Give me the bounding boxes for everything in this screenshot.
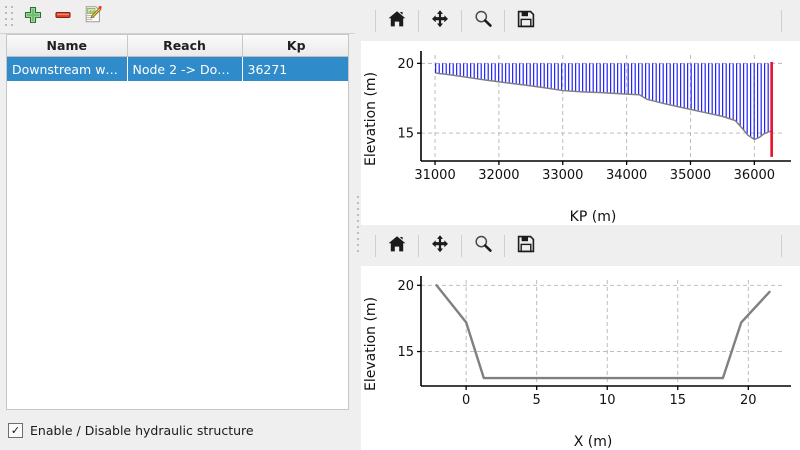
add-plus-icon (24, 6, 42, 27)
enable-structure-row[interactable]: ✓ Enable / Disable hydraulic structure (0, 410, 355, 450)
cell-kp[interactable]: 36271 (242, 57, 349, 82)
longitudinal-xlabel: KP (m) (570, 209, 617, 225)
svg-text:15: 15 (670, 393, 687, 408)
svg-text:33000: 33000 (542, 168, 583, 183)
table-header-row: Name Reach Kp (7, 35, 349, 57)
plot-zoom-button-2[interactable] (468, 231, 498, 261)
longitudinal-profile-canvas[interactable]: 31000 32000 33000 34000 35000 36000 15 20 KP (… (361, 41, 800, 225)
longitudinal-ylabel: Elevation (m) (363, 72, 379, 166)
structures-table[interactable]: Name Reach Kp Downstream weir Node 2 -> … (6, 34, 349, 410)
svg-text:31000: 31000 (414, 168, 455, 183)
svg-text:10: 10 (599, 393, 616, 408)
svg-text:15: 15 (397, 127, 414, 142)
longitudinal-profile-block: 31000 32000 33000 34000 35000 36000 15 20 KP (… (361, 0, 800, 225)
application-window: Name Reach Kp Downstream weir Node 2 -> … (0, 0, 800, 450)
svg-text:0: 0 (462, 393, 470, 408)
enable-structure-checkbox[interactable]: ✓ (8, 423, 23, 438)
plot-pan-button-2[interactable] (425, 231, 455, 261)
svg-text:32000: 32000 (478, 168, 519, 183)
checkmark-icon: ✓ (11, 425, 20, 436)
floppy-save-icon (516, 9, 536, 32)
column-header-name[interactable]: Name (7, 35, 127, 57)
svg-text:35000: 35000 (670, 168, 711, 183)
enable-structure-label: Enable / Disable hydraulic structure (30, 423, 254, 438)
cross-section-canvas[interactable]: 0 5 10 15 20 15 20 X (m) Elevation (m) (361, 266, 800, 450)
edit-note-icon (83, 5, 103, 28)
svg-text:20: 20 (397, 57, 414, 72)
toolbar-separator (375, 235, 376, 257)
cell-name[interactable]: Downstream weir (7, 57, 127, 82)
magnifier-icon (473, 9, 493, 32)
splitter-grip (357, 196, 359, 254)
plots-panel: 31000 32000 33000 34000 35000 36000 15 20 KP (… (361, 0, 800, 450)
cross-section-plot-toolbar (361, 225, 800, 266)
plot-home-button[interactable] (382, 6, 412, 36)
remove-minus-icon (54, 6, 72, 27)
structures-grid: Name Reach Kp Downstream weir Node 2 -> … (7, 35, 349, 81)
toolbar-separator (461, 235, 462, 257)
magnifier-icon (473, 234, 493, 257)
cell-reach[interactable]: Node 2 -> Down... (127, 57, 242, 82)
toolbar-separator (418, 10, 419, 32)
svg-text:15: 15 (397, 345, 414, 360)
toolbar-separator-end (781, 235, 782, 257)
edit-structure-button[interactable] (78, 3, 108, 31)
cross-section-ylabel: Elevation (m) (363, 297, 379, 391)
toolbar-separator (375, 10, 376, 32)
table-row[interactable]: Downstream weir Node 2 -> Down... 36271 (7, 57, 349, 82)
column-header-reach[interactable]: Reach (127, 35, 242, 57)
structures-toolbar (0, 0, 355, 34)
floppy-save-icon (516, 234, 536, 257)
toolbar-separator (504, 10, 505, 32)
toolbar-separator (504, 235, 505, 257)
longitudinal-profile-svg: 31000 32000 33000 34000 35000 36000 15 20 KP (… (361, 41, 800, 225)
svg-text:5: 5 (533, 393, 541, 408)
toolbar-separator (461, 10, 462, 32)
svg-text:36000: 36000 (734, 168, 775, 183)
plot-home-button-2[interactable] (382, 231, 412, 261)
svg-text:20: 20 (397, 279, 414, 294)
toolbar-separator (418, 235, 419, 257)
cross-section-svg: 0 5 10 15 20 15 20 X (m) Elevation (m) (361, 266, 800, 450)
add-structure-button[interactable] (18, 3, 48, 31)
cross-section-xlabel: X (m) (574, 434, 613, 450)
remove-structure-button[interactable] (48, 3, 78, 31)
svg-text:34000: 34000 (606, 168, 647, 183)
plot-save-button-2[interactable] (511, 231, 541, 261)
plot-save-button[interactable] (511, 6, 541, 36)
home-icon (387, 9, 407, 32)
toolbar-separator-end (781, 10, 782, 32)
move-arrows-icon (430, 9, 450, 32)
column-header-kp[interactable]: Kp (242, 35, 349, 57)
plot-pan-button[interactable] (425, 6, 455, 36)
cross-section-block: 0 5 10 15 20 15 20 X (m) Elevation (m) (361, 225, 800, 450)
toolbar-drag-grip[interactable] (4, 6, 14, 28)
structures-panel: Name Reach Kp Downstream weir Node 2 -> … (0, 0, 355, 450)
longitudinal-plot-toolbar (361, 0, 800, 41)
move-arrows-icon (430, 234, 450, 257)
home-icon (387, 234, 407, 257)
svg-text:20: 20 (740, 393, 757, 408)
plot-zoom-button[interactable] (468, 6, 498, 36)
